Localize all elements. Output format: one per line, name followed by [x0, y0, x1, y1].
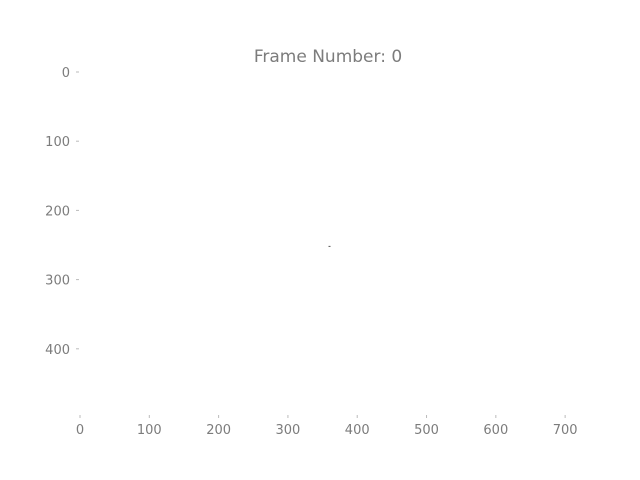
x-tick-label: 700 — [553, 423, 578, 438]
y-tick-label: 400 — [45, 343, 70, 358]
data-point — [328, 245, 331, 247]
x-tick-label: 200 — [206, 423, 231, 438]
y-tick-label: 0 — [62, 66, 70, 81]
plot-points — [328, 245, 331, 247]
x-tick-label: 300 — [276, 423, 301, 438]
y-axis: 0 100 200 300 400 — [45, 66, 79, 358]
y-tick-label: 200 — [45, 204, 70, 219]
x-tick-label: 600 — [483, 423, 508, 438]
y-tick-label: 100 — [45, 135, 70, 150]
x-tick-label: 400 — [345, 423, 370, 438]
x-tick-label: 500 — [414, 423, 439, 438]
chart-title: Frame Number: 0 — [254, 47, 402, 67]
x-axis: 0 100 200 300 400 500 600 700 — [76, 415, 578, 438]
y-tick-label: 300 — [45, 274, 70, 289]
x-tick-label: 0 — [76, 423, 84, 438]
x-tick-label: 100 — [137, 423, 162, 438]
